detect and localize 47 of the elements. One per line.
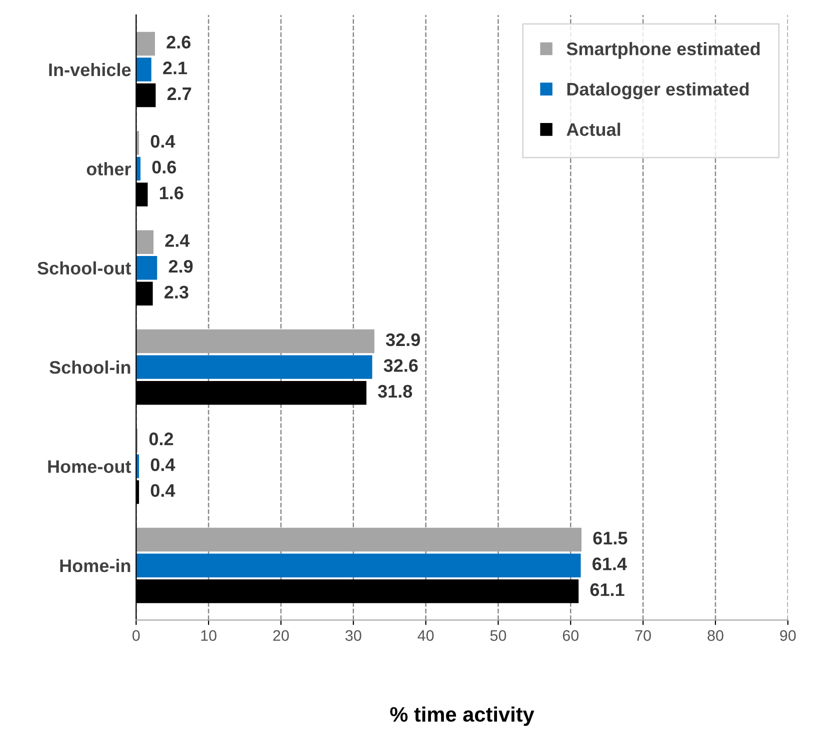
x-tick-label: 20 [273,630,289,641]
data-label: 32.6 [384,359,418,372]
data-label: 2.7 [167,87,192,100]
bar [136,329,374,354]
x-tick-label: 90 [780,630,796,641]
y-tick-label: School-in [50,360,130,374]
y-tick-label: other [86,162,131,176]
x-tick-label: 80 [708,630,724,641]
data-label: 0.4 [150,484,176,497]
x-tick-label: 50 [490,630,506,641]
x-tick-label: 70 [635,630,651,641]
bar [136,554,581,578]
bar [136,230,154,254]
x-axis-title: % time activity [390,706,534,726]
x-tick-label: 40 [418,630,434,641]
data-label: 2.3 [164,286,188,299]
y-tick-label: In-vehicle [49,62,131,76]
x-tick-label: 10 [201,630,216,641]
data-label: 0.4 [150,134,176,148]
bar [136,58,152,82]
data-label: 2.9 [168,260,193,273]
y-tick-label: School-out [38,261,132,275]
data-label: 0.6 [152,160,176,174]
bar [136,32,155,56]
x-tick-label: 30 [345,630,362,641]
bar [136,355,372,379]
data-label: 61.4 [592,558,627,570]
data-label: 2.4 [165,234,190,247]
data-label: 32.9 [386,333,420,346]
y-tick-label: Home-out [48,460,132,473]
legend-label: Actual [566,122,620,136]
bar [136,528,582,552]
data-label: 1.6 [160,186,184,200]
x-tick-label: 60 [562,630,579,641]
bar [136,156,140,181]
data-label: 31.8 [378,384,412,398]
data-label: 0.4 [150,458,176,472]
legend-label: Datalogger estimated [567,82,749,100]
data-label: 2.1 [163,62,188,74]
x-tick-label: 0 [132,630,140,641]
y-tick-label: Home-in [60,558,130,572]
data-label: 0.2 [149,432,174,446]
data-label: 61.1 [590,583,624,596]
bar [136,256,158,280]
data-label: 2.6 [166,36,191,49]
legend-label: Smartphone estimated [566,42,760,59]
data-label: 61.5 [593,532,628,545]
